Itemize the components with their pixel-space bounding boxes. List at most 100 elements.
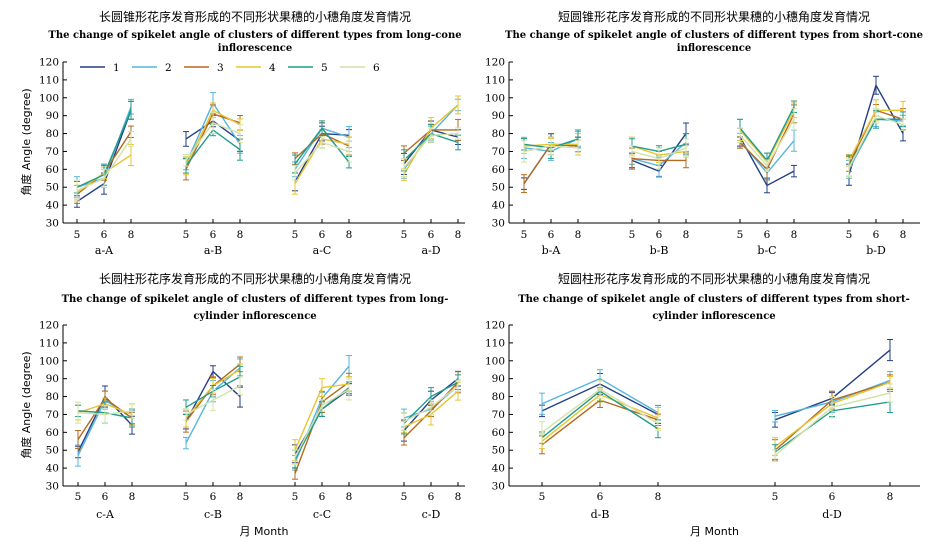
y-tick-label: 90	[492, 373, 505, 385]
y-tick-label: 30	[492, 481, 505, 493]
group-label: a-D	[421, 244, 440, 257]
panel-title-en-line2: inflorescence	[218, 43, 292, 54]
panel-title-cn: 短圆锥形花序发育形成的不同形状果穗的小穗角度发育情况	[558, 9, 870, 24]
x-tick-label: 5	[401, 229, 408, 241]
y-tick-label: 110	[485, 74, 505, 86]
x-tick-label: 5	[772, 491, 779, 503]
group-label: c-A	[96, 508, 115, 521]
panel-long-cylinder: 长圆柱形花序发育形成的不同形状果穗的小穗角度发育情况 The change of…	[19, 271, 465, 538]
x-tick-label: 8	[900, 229, 907, 241]
x-tick-label: 6	[656, 229, 663, 241]
x-tick-label: 5	[183, 229, 190, 241]
y-tick-label: 120	[485, 57, 505, 69]
y-tick-label: 110	[39, 337, 59, 349]
y-tick-label: 40	[46, 463, 59, 475]
y-tick-label: 120	[39, 320, 59, 332]
x-tick-label: 6	[428, 491, 435, 503]
group-label: a-C	[313, 244, 332, 257]
y-tick-label: 90	[492, 110, 505, 122]
y-tick-label: 50	[46, 182, 59, 194]
legend-label: 6	[373, 62, 380, 74]
y-tick-label: 40	[46, 200, 59, 212]
x-tick-label: 5	[401, 491, 408, 503]
y-tick-label: 100	[485, 92, 505, 104]
y-tick-label: 30	[46, 218, 59, 230]
y-tick-label: 60	[492, 164, 505, 176]
x-tick-label: 8	[237, 229, 244, 241]
legend-label: 4	[269, 62, 276, 74]
panel-short-cone: 短圆锥形花序发育形成的不同形状果穗的小穗角度发育情况 The change of…	[485, 9, 923, 257]
panel-long-cone: 长圆锥形花序发育形成的不同形状果穗的小穗角度发育情况 The change of…	[19, 9, 465, 257]
x-tick-label: 5	[292, 491, 299, 503]
y-tick-label: 100	[485, 355, 505, 367]
panel-title-en-line1: The change of spikelet angle of clusters…	[62, 294, 449, 305]
x-tick-label: 6	[210, 229, 217, 241]
panel-title-cn: 短圆柱形花序发育形成的不同形状果穗的小穗角度发育情况	[558, 271, 870, 286]
group-label: b-A	[542, 244, 562, 257]
x-tick-label: 6	[101, 229, 108, 241]
y-tick-label: 80	[46, 128, 59, 140]
x-axis-label: 月 Month	[690, 525, 739, 538]
y-tick-label: 110	[485, 337, 505, 349]
x-tick-label: 6	[829, 491, 836, 503]
series-line	[848, 83, 904, 175]
y-tick-label: 70	[46, 146, 59, 158]
y-tick-label: 90	[46, 110, 59, 122]
group-label: c-C	[313, 508, 331, 521]
group-label: b-D	[866, 244, 886, 257]
y-tick-label: 30	[46, 481, 59, 493]
x-axis-label: 月 Month	[240, 525, 289, 538]
y-tick-label: 80	[46, 391, 59, 403]
x-tick-label: 5	[292, 229, 299, 241]
x-tick-label: 6	[319, 491, 326, 503]
legend-label: 2	[165, 62, 172, 74]
x-tick-label: 6	[597, 491, 604, 503]
legend-label: 3	[217, 62, 224, 74]
x-tick-label: 5	[521, 229, 528, 241]
group-label: c-D	[422, 508, 441, 521]
x-tick-label: 8	[455, 229, 462, 241]
y-tick-label: 70	[492, 146, 505, 158]
x-tick-label: 6	[210, 491, 217, 503]
panel-title-en-line1: The change of spikelet angle of clusters…	[505, 30, 923, 41]
x-tick-label: 5	[74, 229, 81, 241]
y-tick-label: 110	[39, 74, 59, 86]
x-tick-label: 8	[346, 229, 353, 241]
x-tick-label: 6	[102, 491, 109, 503]
y-axis-label: 角度 Angle (degree)	[19, 88, 33, 195]
x-tick-label: 6	[873, 229, 880, 241]
panel-title-cn: 长圆柱形花序发育形成的不同形状果穗的小穗角度发育情况	[99, 271, 411, 286]
y-axis-label: 角度 Angle (degree)	[19, 351, 33, 458]
x-tick-label: 8	[655, 491, 662, 503]
x-tick-label: 5	[846, 229, 853, 241]
y-tick-label: 80	[492, 128, 505, 140]
x-tick-label: 8	[237, 491, 244, 503]
x-tick-label: 8	[683, 229, 690, 241]
y-tick-label: 60	[46, 427, 59, 439]
y-tick-label: 100	[39, 355, 59, 367]
y-tick-label: 50	[46, 445, 59, 457]
x-tick-label: 8	[575, 229, 582, 241]
y-tick-label: 90	[46, 373, 59, 385]
panel-short-cylinder: 短圆柱形花序发育形成的不同形状果穗的小穗角度发育情况 The change of…	[485, 271, 920, 538]
y-tick-label: 60	[492, 427, 505, 439]
x-tick-label: 8	[128, 229, 135, 241]
group-label: a-A	[95, 244, 114, 257]
x-tick-label: 8	[346, 491, 353, 503]
x-tick-label: 6	[428, 229, 435, 241]
x-tick-label: 5	[75, 491, 82, 503]
x-tick-label: 8	[887, 491, 894, 503]
x-tick-label: 8	[791, 229, 798, 241]
y-tick-label: 40	[492, 463, 505, 475]
y-tick-label: 120	[39, 57, 59, 69]
panel-title-en-line2: inflorescence	[677, 43, 751, 54]
y-tick-label: 80	[492, 391, 505, 403]
panel-title-cn: 长圆锥形花序发育形成的不同形状果穗的小穗角度发育情况	[99, 9, 411, 24]
y-tick-label: 50	[492, 182, 505, 194]
group-label: b-C	[757, 244, 776, 257]
x-tick-label: 6	[319, 229, 326, 241]
group-label: d-B	[591, 508, 610, 521]
x-tick-label: 8	[455, 491, 462, 503]
legend-label: 5	[321, 62, 328, 74]
